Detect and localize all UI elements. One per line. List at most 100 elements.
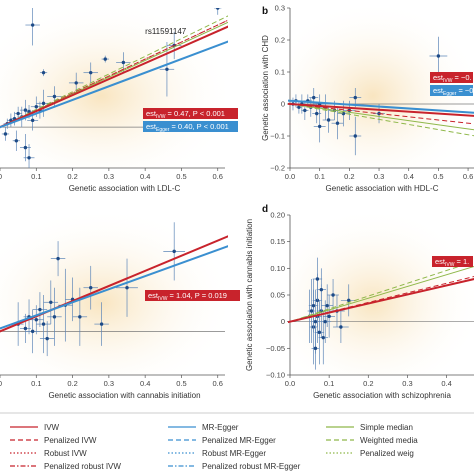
x-tick-label: 0.2 [363,379,373,388]
panel-glow [290,215,474,375]
point-marker [52,94,57,99]
point-marker [78,315,82,319]
data-point [47,287,62,346]
fit-line-weighted-median [288,260,474,323]
point-marker [313,319,318,324]
data-point [1,127,10,141]
point-marker [315,277,320,281]
data-point [214,8,222,15]
estimate-box-ivw: estIVW = 1. [432,256,473,268]
fit-line-ivw [0,25,228,129]
panel-label: d [262,204,268,215]
panel-label: b [262,6,268,17]
point-marker [41,322,46,326]
estimate-box-bg [143,121,238,132]
legend-item: Penalized robust MR-Egger [168,462,301,471]
data-point [12,130,20,151]
plot-area [0,222,228,357]
estimate-text: estIVW = 0.47, P < 0.001 [146,109,225,120]
estimate-text: estIVW = 1.04, P = 0.019 [148,291,227,302]
x-tick-label: 0.0 [285,379,295,388]
estimate-box-bg [145,290,240,301]
point-marker [89,286,93,290]
data-point [321,284,334,327]
data-point [322,107,335,133]
x-tick-label: 0 [0,172,2,181]
legend-item: MR-Egger [168,423,239,432]
point-marker [41,70,46,75]
legend-item: Weighted media [326,436,418,445]
point-marker [103,57,107,61]
x-tick-label: 0.5 [176,379,186,388]
y-tick-label: 0 [281,100,285,109]
data-point [25,8,40,46]
x-tick-label: 0.1 [31,379,41,388]
x-tick-label: 0.3 [104,172,114,181]
x-tick-label: 0.1 [31,172,41,181]
x-axis-label: Genetic association with HDL-C [326,184,439,193]
legend-item: Penalized robust IVW [10,462,121,471]
y-tick-label: 0.3 [275,4,285,13]
data-point [308,279,319,333]
x-tick-label: 0.6 [213,379,223,388]
point-marker [30,329,35,334]
panel-3: 0 0.1 0.2 0.3 0.4 0.5 0.6 Genetic association w… [0,215,240,400]
point-marker [23,108,28,112]
y-axis-label: Genetic association with CHD [261,35,270,141]
data-point [312,257,323,301]
data-point [163,222,186,281]
fit-line-simple-median [288,103,474,131]
y-tick-label: 0.20 [270,211,285,220]
point-marker [121,60,126,65]
point-marker [99,322,104,326]
estimate-box-ivw: estIVW = −0. [430,72,473,84]
point-marker [34,105,38,109]
point-marker [216,8,220,10]
data-point [318,311,328,365]
point-marker [321,335,325,340]
data-point [349,88,362,108]
legend-item: IVW [10,423,60,432]
point-marker [30,118,35,123]
x-tick-label: 0.6 [213,172,223,181]
data-point [116,258,138,317]
point-marker [23,326,28,331]
data-point [333,311,349,343]
y-axis-label: Genetic association with cannabis initia… [245,219,254,371]
y-tick-label: 0.10 [270,264,285,273]
point-marker [436,54,441,58]
point-marker [313,346,318,351]
point-marker [312,95,316,100]
point-marker [172,249,176,254]
data-point [307,279,316,343]
point-marker [339,325,343,329]
data-point [349,116,362,156]
plot-area [288,257,474,370]
data-point [36,295,51,354]
y-tick-label: −0.2 [270,164,285,173]
estimate-box-bg [143,108,238,119]
point-marker [331,293,335,297]
point-marker [16,111,20,116]
legend-label: Robust IVW [44,449,87,458]
estimate-box-bg [430,72,473,83]
x-tick-label: 0.5 [176,172,186,181]
estimate-box-egger: estEgger = −0. [430,85,474,97]
legend-label: IVW [44,423,60,432]
x-tick-label: 0.4 [403,172,413,181]
fit-line-robust-ivw [0,19,228,128]
point-marker [38,307,42,312]
fit-line-simple-median [288,265,474,323]
annotation-label: rs11591147 [145,27,187,36]
point-marker [317,124,322,129]
fit-line-mr-egger [288,99,474,114]
estimate-box-ivw: estIVW = 1.04, P = 0.019 [145,290,240,302]
data-point [39,321,55,357]
legend-label: Penalized weig [360,449,414,458]
data-point [83,265,98,310]
x-tick-label: 0.1 [314,172,324,181]
panel-2: 0.0 0.1 0.2 0.3 0.4 0.5 0.6 0.3 0.2 0.1 0 −0.1 −0.2 G… [261,4,474,193]
estimate-box-bg [432,256,473,267]
fit-line-weighted-median [0,15,228,128]
plot-area [0,8,228,168]
